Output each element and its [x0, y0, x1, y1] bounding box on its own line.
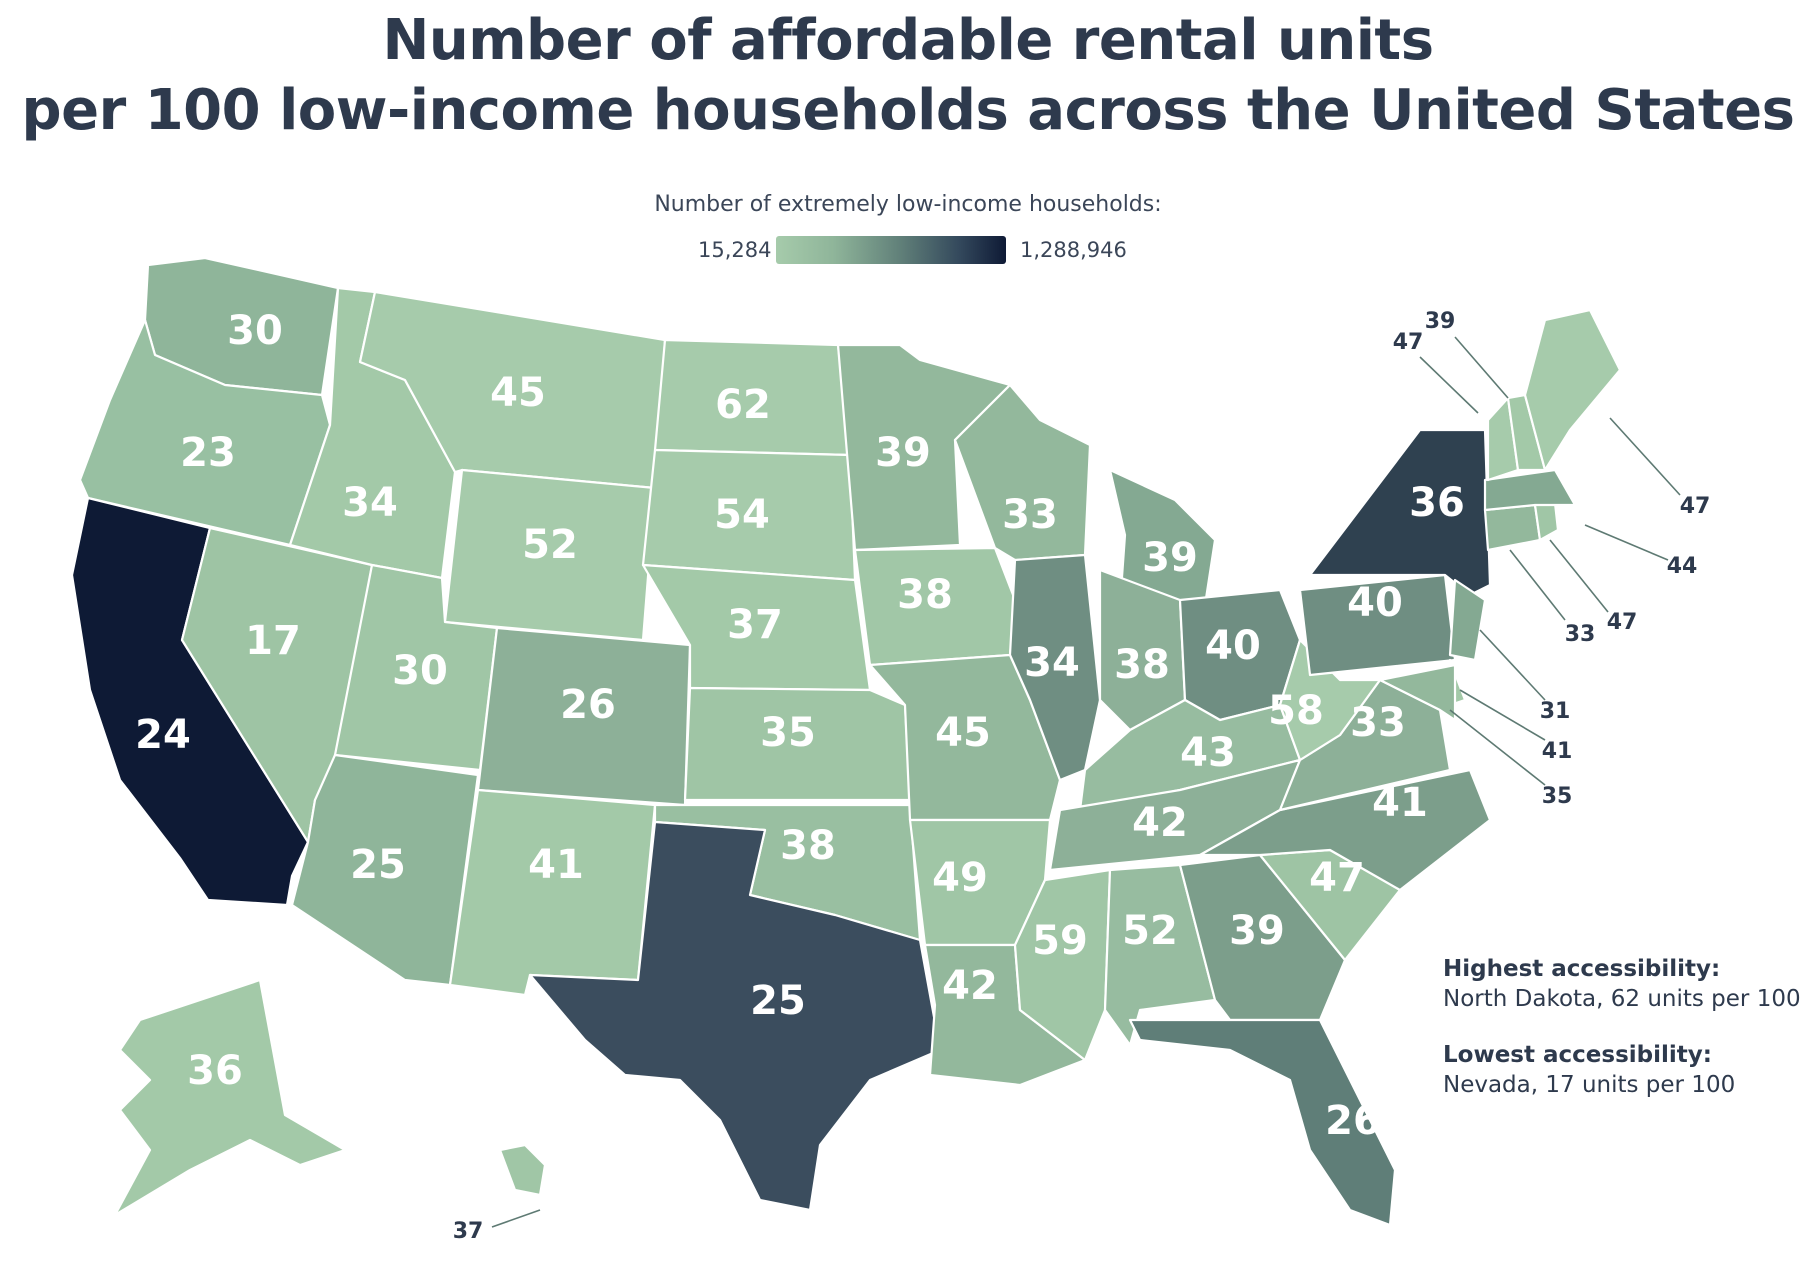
state-value-mo: 45 [935, 710, 991, 756]
map-title-line-1: Number of affordable rental units [382, 8, 1434, 73]
legend-min-value: 15,284 [698, 238, 772, 262]
state-value-nh: 39 [1425, 309, 1456, 334]
leader-line-hi [491, 1209, 541, 1228]
legend-title: Number of extremely low-income household… [654, 192, 1162, 217]
state-value-pa: 40 [1347, 580, 1403, 626]
state-il [1008, 553, 1102, 782]
state-value-hi: 37 [453, 1219, 484, 1244]
leader-line-nh [1454, 336, 1509, 399]
state-value-ne: 37 [727, 602, 783, 648]
state-value-nj: 31 [1540, 699, 1571, 724]
leader-line-nj [1479, 629, 1546, 701]
state-value-mi: 39 [1142, 535, 1198, 581]
state-value-wy: 52 [522, 522, 578, 568]
legend-color-bar [776, 236, 1006, 264]
state-tx [528, 820, 942, 1212]
state-value-tx: 25 [750, 978, 806, 1024]
state-value-ks: 35 [760, 710, 816, 756]
leader-line-md [1449, 709, 1546, 786]
leader-line-vt [1419, 356, 1479, 414]
state-value-nc: 41 [1372, 780, 1428, 826]
lowest-accessibility-label: Lowest accessibility: [1443, 1042, 1712, 1068]
state-value-co: 26 [560, 682, 616, 728]
state-value-ia: 38 [897, 572, 953, 618]
state-value-nv: 17 [245, 618, 301, 664]
state-value-wa: 30 [227, 308, 283, 354]
map-title-line-2: per 100 low-income households across the… [21, 78, 1795, 143]
state-value-ky: 43 [1180, 730, 1236, 776]
state-value-wv: 58 [1268, 688, 1324, 734]
lowest-accessibility-text: Nevada, 17 units per 100 [1443, 1072, 1736, 1098]
state-value-wi: 33 [1002, 492, 1058, 538]
state-value-la: 42 [942, 963, 998, 1009]
state-value-ut: 30 [392, 648, 448, 694]
state-ct [1483, 503, 1542, 552]
state-value-de: 41 [1542, 739, 1573, 764]
state-value-ny: 36 [1409, 480, 1465, 526]
state-md [1378, 663, 1457, 722]
state-value-ri: 47 [1607, 610, 1638, 635]
state-value-tn: 42 [1132, 800, 1188, 846]
state-value-mt: 45 [490, 370, 546, 416]
highest-accessibility-label: Highest accessibility: [1443, 956, 1721, 982]
state-value-va: 33 [1350, 700, 1406, 746]
state-value-fl: 26 [1325, 1098, 1381, 1144]
state-value-al: 52 [1122, 908, 1178, 954]
state-value-ak: 36 [187, 1048, 243, 1094]
state-wi [953, 383, 1092, 562]
state-value-ct: 33 [1565, 622, 1596, 647]
state-value-sc: 47 [1309, 855, 1365, 901]
state-nj [1448, 578, 1487, 662]
state-me [1523, 308, 1622, 472]
state-value-me: 47 [1680, 494, 1711, 519]
state-value-az: 25 [350, 842, 406, 888]
state-value-vt: 47 [1393, 330, 1424, 355]
leader-line-me [1609, 417, 1681, 496]
state-ak [113, 978, 347, 1217]
leader-line-de [1459, 689, 1546, 741]
leader-line-ma [1584, 524, 1669, 561]
state-value-in: 38 [1114, 642, 1170, 688]
state-value-id: 34 [342, 480, 398, 526]
state-pa [1298, 573, 1457, 677]
state-value-sd: 54 [714, 492, 770, 538]
state-value-ga: 39 [1229, 908, 1285, 954]
state-value-ma: 44 [1667, 554, 1698, 579]
leader-line-ri [1549, 539, 1609, 613]
state-value-nm: 41 [528, 842, 584, 888]
state-value-ca: 24 [135, 712, 191, 758]
state-ri [1533, 501, 1560, 542]
state-ny [1308, 428, 1492, 597]
legend-max-value: 1,288,946 [1020, 238, 1127, 262]
state-value-oh: 40 [1205, 623, 1261, 669]
state-ma [1483, 468, 1577, 512]
state-fl [1128, 1018, 1397, 1227]
state-hi [498, 1143, 547, 1197]
state-value-md: 35 [1542, 784, 1573, 809]
state-value-il: 34 [1024, 640, 1080, 686]
state-value-or: 23 [180, 430, 236, 476]
state-az [290, 753, 480, 987]
state-value-ok: 38 [780, 823, 836, 869]
state-value-nd: 62 [715, 382, 771, 428]
leader-line-ct [1509, 549, 1566, 621]
state-value-ar: 49 [932, 855, 988, 901]
state-value-ms: 59 [1032, 918, 1088, 964]
highest-accessibility-text: North Dakota, 62 units per 100 [1443, 986, 1801, 1012]
state-nm [448, 788, 657, 997]
state-value-mn: 39 [875, 430, 931, 476]
